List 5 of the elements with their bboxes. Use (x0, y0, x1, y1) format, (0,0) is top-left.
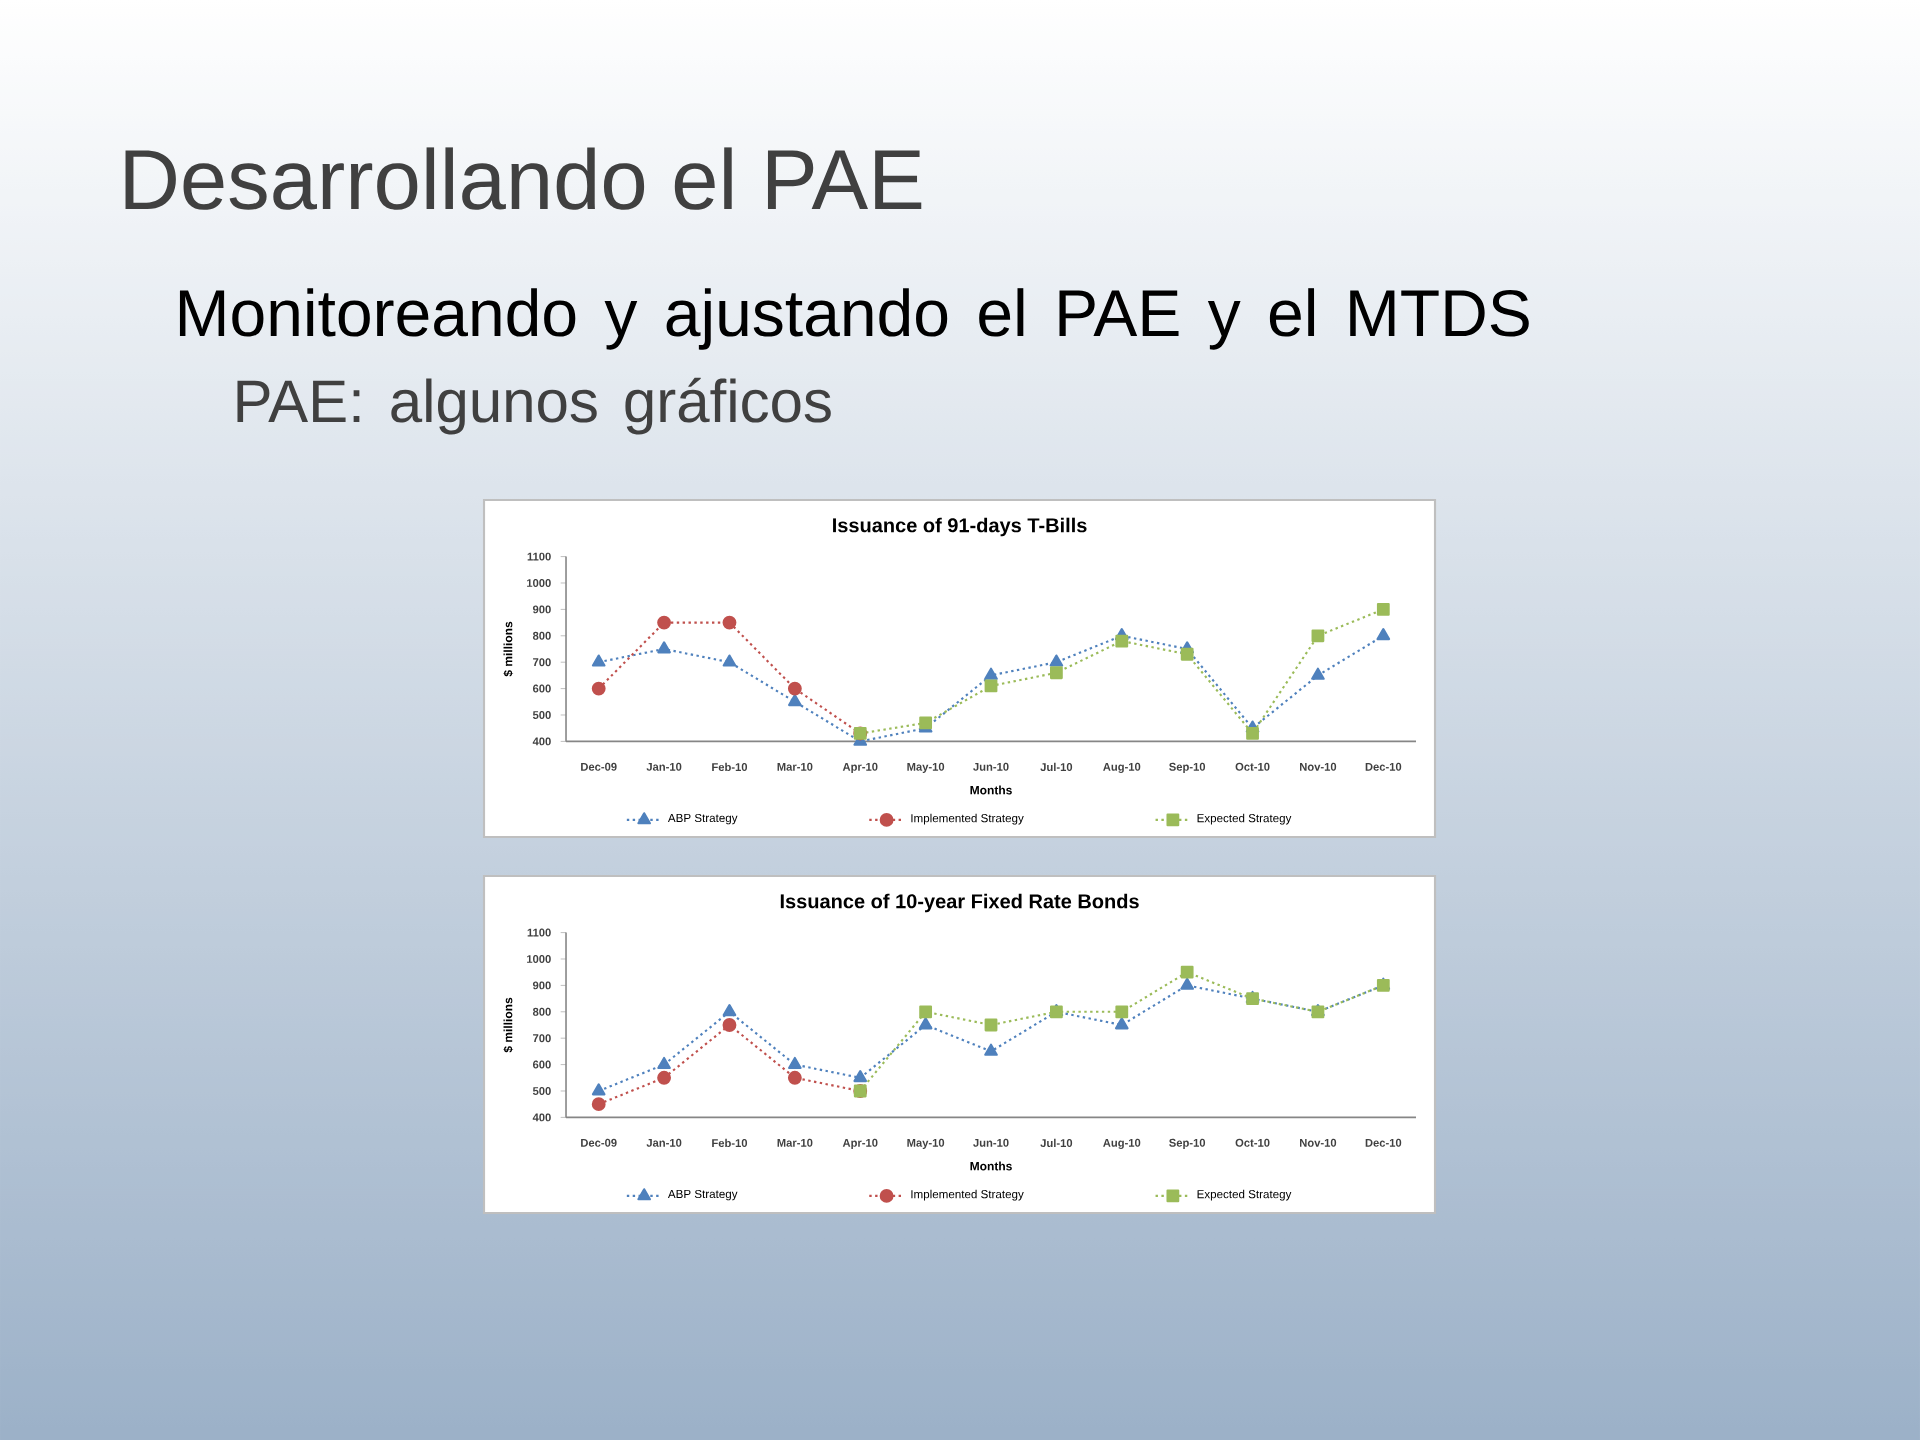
chart-title: Issuance of 10-year Fixed Rate Bonds (780, 893, 1139, 913)
text: Monitoreando y ajustando el PAE y el MTDS (179, 288, 1529, 350)
text: PAE: algunos gráficos (237, 377, 831, 435)
text: Desarrollando el PAE (125, 147, 922, 210)
chart-title: Issuance of 91-days T-Bills (833, 517, 1087, 537)
